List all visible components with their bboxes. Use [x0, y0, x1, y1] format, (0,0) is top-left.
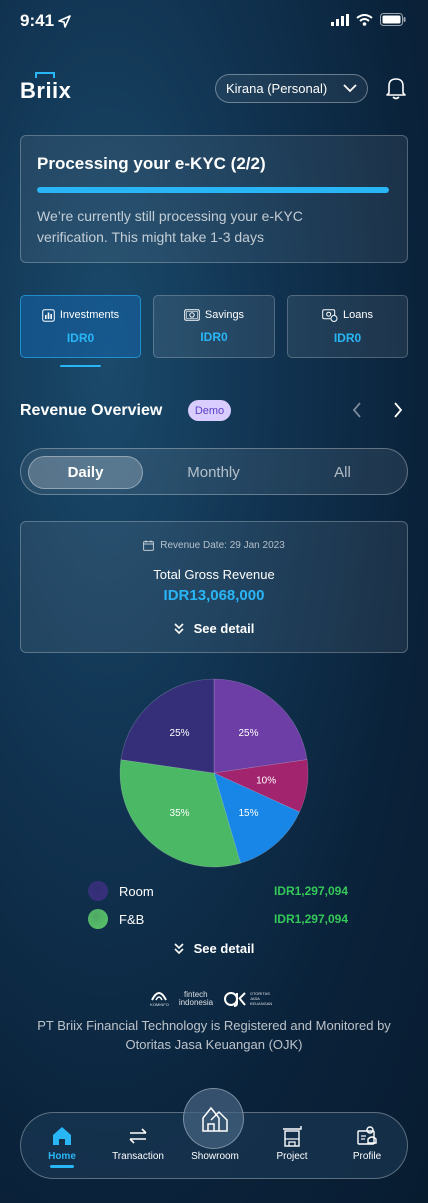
kyc-status-card: Processing your e-KYC (2/2) We’re curren…: [20, 135, 408, 263]
revenue-pie-chart: 25% 10% 15% 35% 25%: [119, 678, 309, 868]
revenue-date: Revenue Date: 29 Jan 2023: [21, 540, 407, 551]
next-button[interactable]: [393, 402, 403, 423]
regulator-logos: KOMINFO fintech indonesia OTORITAS JASA …: [0, 990, 428, 1007]
tab-loans-label: Loans: [343, 309, 373, 321]
calendar-icon: [143, 540, 155, 551]
pie-label-0: 25%: [238, 728, 258, 739]
savings-icon: [184, 309, 200, 321]
home-icon: [53, 1127, 71, 1145]
footer-regulation-text: PT Briix Financial Technology is Registe…: [37, 1018, 391, 1052]
pie-label-3: 35%: [170, 808, 190, 819]
nav-project[interactable]: Project: [254, 1125, 330, 1162]
account-name: Kirana (Personal): [226, 81, 328, 96]
pie-slice-4: [120, 678, 215, 774]
wifi-icon: [356, 13, 373, 26]
pie-slice-0: [213, 678, 308, 774]
double-chevron-down-icon: [174, 623, 184, 634]
tab-investments[interactable]: Investments IDR0: [20, 295, 141, 358]
legend-fnb-value: IDR1,297,094: [273, 912, 348, 926]
project-icon: [283, 1126, 302, 1147]
pie-slice-1: [212, 759, 309, 813]
showroom-button[interactable]: [183, 1088, 244, 1149]
tab-investments-value: IDR0: [66, 330, 95, 345]
account-selector[interactable]: Kirana (Personal): [215, 74, 368, 103]
signal-icon: [331, 13, 349, 26]
chevron-left-icon: [352, 402, 361, 418]
period-toggle: Daily Monthly All: [20, 448, 408, 495]
revenue-summary-card: Revenue Date: 29 Jan 2023 Total Gross Re…: [20, 521, 408, 653]
legend-room-value: IDR1,297,094: [273, 884, 348, 898]
fintech-indonesia-logo: fintech indonesia: [178, 989, 214, 1007]
nav-home[interactable]: Home: [24, 1125, 100, 1162]
pie-slice-2: [213, 772, 300, 864]
kyc-progress-bar: [37, 187, 389, 193]
legend-item-room: Room IDR1,297,094: [88, 881, 348, 901]
legend-fnb-dot: [88, 909, 108, 929]
bell-icon: [386, 78, 406, 100]
pie-slice-3: [119, 759, 241, 868]
legend-room-label: Room: [119, 883, 154, 899]
status-time: 9:41: [20, 11, 71, 31]
pie-label-4: 25%: [170, 728, 190, 739]
total-gross-revenue-label: Total Gross Revenue: [153, 567, 275, 582]
revenue-overview-title: Revenue Overview: [20, 402, 163, 419]
nav-transaction[interactable]: Transaction: [100, 1125, 176, 1162]
pie-label-2: 15%: [238, 808, 258, 819]
period-all[interactable]: All: [334, 464, 351, 481]
location-arrow-icon: [58, 14, 71, 28]
kyc-progress-fill: [37, 187, 389, 193]
tab-investments-label: Investments: [59, 309, 120, 321]
nav-profile[interactable]: Profile: [329, 1125, 405, 1162]
status-icons: [331, 13, 406, 26]
profile-icon: [357, 1126, 377, 1145]
double-chevron-down-icon: [174, 943, 184, 954]
kominfo-logo: KOMINFO: [150, 990, 169, 1007]
see-detail-chart-button[interactable]: See detail: [0, 941, 428, 956]
showroom-icon: [201, 1106, 228, 1132]
legend-room-dot: [88, 881, 108, 901]
briix-logo: Briix: [20, 72, 71, 104]
legend-item-fnb: F&B IDR1,297,094: [88, 909, 348, 929]
tab-loans-value: IDR0: [333, 330, 362, 345]
chevron-right-icon: [394, 402, 403, 418]
tab-savings-label: Savings: [204, 309, 245, 321]
tab-savings-value: IDR0: [200, 330, 228, 344]
total-gross-revenue-amount: IDR13,068,000: [163, 587, 265, 604]
nav-active-indicator: [50, 1165, 74, 1168]
ojk-logo: OTORITAS JASA KEUANGAN: [223, 991, 278, 1007]
period-daily[interactable]: Daily: [28, 456, 143, 489]
active-tab-indicator: [60, 365, 101, 367]
pie-label-1: 10%: [256, 775, 276, 786]
battery-icon: [380, 13, 406, 26]
legend-fnb-label: F&B: [119, 911, 145, 927]
chevron-down-icon: [343, 84, 357, 93]
previous-button[interactable]: [352, 402, 362, 423]
loans-icon: [322, 308, 338, 322]
transaction-icon: [129, 1128, 147, 1144]
kyc-description: We’re currently still processing your e-…: [37, 208, 303, 245]
nav-showroom[interactable]: Showroom: [191, 1151, 239, 1162]
period-monthly[interactable]: Monthly: [187, 464, 240, 481]
tab-loans[interactable]: Loans IDR0: [287, 295, 408, 358]
notification-button[interactable]: [385, 76, 407, 105]
see-detail-button[interactable]: See detail: [21, 621, 407, 636]
tab-savings[interactable]: Savings IDR0: [153, 295, 275, 358]
demo-badge: Demo: [188, 400, 231, 421]
investments-icon: [42, 308, 55, 322]
kyc-title: Processing your e-KYC (2/2): [37, 154, 266, 173]
